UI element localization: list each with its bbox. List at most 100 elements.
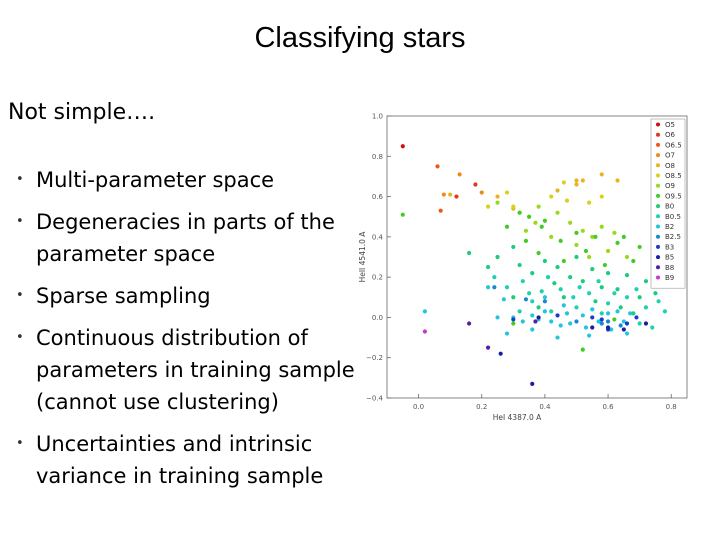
data-point xyxy=(549,194,554,199)
data-point xyxy=(555,188,560,193)
data-point xyxy=(517,309,522,314)
data-point xyxy=(568,321,573,326)
data-point xyxy=(517,210,522,215)
data-point xyxy=(599,285,604,290)
bullet-dot-icon: • xyxy=(16,288,24,303)
data-point xyxy=(580,228,585,233)
data-point xyxy=(539,224,544,229)
x-tick-label: 0.8 xyxy=(666,403,677,411)
bullet-line: Multi-parameter space xyxy=(36,168,275,192)
data-point xyxy=(549,319,554,324)
legend-label: B0 xyxy=(665,203,674,211)
data-point xyxy=(568,220,573,225)
data-point xyxy=(599,194,604,199)
data-point xyxy=(637,244,642,250)
bullet-item: • Continuous distribution of parameters in… xyxy=(16,322,366,418)
data-point xyxy=(571,295,576,300)
data-point xyxy=(583,325,589,330)
data-point xyxy=(596,319,601,324)
bullet-dot-icon: • xyxy=(16,172,24,187)
data-point xyxy=(643,321,649,326)
bullet-dot-icon: • xyxy=(16,214,24,229)
x-tick-label: 0.6 xyxy=(602,403,614,411)
legend-label: B2.5 xyxy=(665,233,681,241)
data-point xyxy=(536,250,541,256)
data-point xyxy=(555,335,560,340)
legend-marker xyxy=(656,122,660,127)
data-point xyxy=(479,190,484,195)
data-point xyxy=(605,301,611,306)
bullet-line: Degeneracies in parts of the xyxy=(36,210,335,234)
intro-text: Not simple…. xyxy=(8,100,156,125)
data-point xyxy=(441,192,446,197)
data-point xyxy=(590,315,595,320)
data-point xyxy=(561,258,566,264)
data-point xyxy=(539,289,544,294)
legend-marker xyxy=(656,244,660,249)
data-point xyxy=(552,281,557,286)
data-point xyxy=(634,315,639,320)
data-point xyxy=(599,172,604,177)
bullet-line: parameters in training sample xyxy=(36,358,355,382)
data-point xyxy=(504,285,510,290)
y-tick-label: 0.8 xyxy=(372,153,383,161)
data-point xyxy=(621,319,626,324)
bullet-line: Uncertainties and intrinsic xyxy=(36,432,313,456)
data-point xyxy=(643,279,649,284)
data-point xyxy=(580,347,585,352)
data-point xyxy=(561,295,566,300)
data-point xyxy=(631,311,636,316)
data-point xyxy=(545,275,551,280)
data-point xyxy=(618,323,623,328)
data-point xyxy=(555,264,560,270)
slide-title: Classifying stars xyxy=(254,22,466,54)
data-point xyxy=(555,210,560,215)
legend-marker xyxy=(656,275,660,280)
data-point xyxy=(523,228,529,233)
legend-label: O6 xyxy=(665,131,676,139)
data-point xyxy=(520,319,525,324)
data-point xyxy=(542,295,547,300)
data-point xyxy=(587,254,592,260)
bullet-line: variance in training sample xyxy=(36,464,324,488)
data-point xyxy=(599,317,604,322)
data-point xyxy=(435,164,440,169)
plot-frame xyxy=(386,115,688,399)
bullet-item: • Uncertainties and intrinsic variance in … xyxy=(16,428,366,492)
data-point xyxy=(485,285,491,290)
bullet-line: Continuous distribution of xyxy=(36,326,308,350)
data-point xyxy=(454,194,459,199)
data-point xyxy=(467,321,472,326)
data-point xyxy=(536,204,541,209)
data-point xyxy=(650,325,655,330)
data-point xyxy=(549,309,554,314)
data-point xyxy=(549,234,554,239)
legend-marker xyxy=(656,265,660,270)
data-point xyxy=(590,307,595,312)
data-point xyxy=(457,172,462,177)
data-point xyxy=(561,180,566,185)
data-point xyxy=(511,204,516,209)
data-point xyxy=(495,200,500,205)
y-tick-label: 0.2 xyxy=(372,274,383,282)
data-point xyxy=(599,224,604,229)
data-point xyxy=(530,381,535,386)
data-point xyxy=(587,200,592,205)
data-point xyxy=(558,323,563,328)
data-point xyxy=(495,194,500,199)
data-point xyxy=(511,295,516,300)
data-point xyxy=(628,311,633,316)
data-point xyxy=(473,182,478,187)
data-point xyxy=(637,295,642,300)
data-point xyxy=(574,178,579,183)
data-point xyxy=(605,319,611,324)
data-point xyxy=(624,331,630,336)
data-point xyxy=(542,299,547,304)
data-point xyxy=(564,311,570,316)
legend-label: B2 xyxy=(665,223,674,231)
y-tick-label: 1.0 xyxy=(372,113,383,121)
data-point xyxy=(574,242,579,248)
data-point xyxy=(495,315,500,320)
data-point xyxy=(580,178,585,183)
data-point xyxy=(605,325,611,330)
